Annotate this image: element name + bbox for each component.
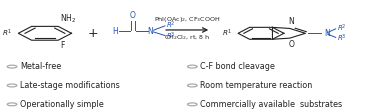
Text: O: O — [130, 11, 136, 20]
Text: PhI(OAc)$_2$, CF$_3$COOH: PhI(OAc)$_2$, CF$_3$COOH — [154, 15, 220, 24]
Text: C-F bond cleavage: C-F bond cleavage — [200, 62, 275, 71]
Text: CH$_2$Cl$_2$, rt, 8 h: CH$_2$Cl$_2$, rt, 8 h — [164, 33, 210, 42]
Text: O: O — [289, 40, 294, 49]
Text: R$^2$: R$^2$ — [166, 20, 176, 31]
Text: H: H — [112, 27, 118, 36]
Text: R$^3$: R$^3$ — [166, 30, 176, 42]
Text: N: N — [325, 29, 330, 38]
Text: F: F — [60, 41, 64, 50]
Text: Room temperature reaction: Room temperature reaction — [200, 81, 313, 90]
Text: R$^1$: R$^1$ — [222, 28, 231, 39]
Text: NH$_2$: NH$_2$ — [60, 13, 76, 26]
Text: Metal-free: Metal-free — [20, 62, 61, 71]
Text: R$^2$: R$^2$ — [337, 23, 346, 34]
Text: Operationally simple: Operationally simple — [20, 100, 104, 109]
Text: R$^3$: R$^3$ — [337, 32, 347, 44]
Text: N: N — [148, 27, 153, 36]
Text: N: N — [288, 17, 294, 26]
Text: Commercially available  substrates: Commercially available substrates — [200, 100, 342, 109]
Text: +: + — [88, 27, 98, 40]
Text: Late-stage modifications: Late-stage modifications — [20, 81, 120, 90]
Text: R$^1$: R$^1$ — [2, 28, 12, 39]
